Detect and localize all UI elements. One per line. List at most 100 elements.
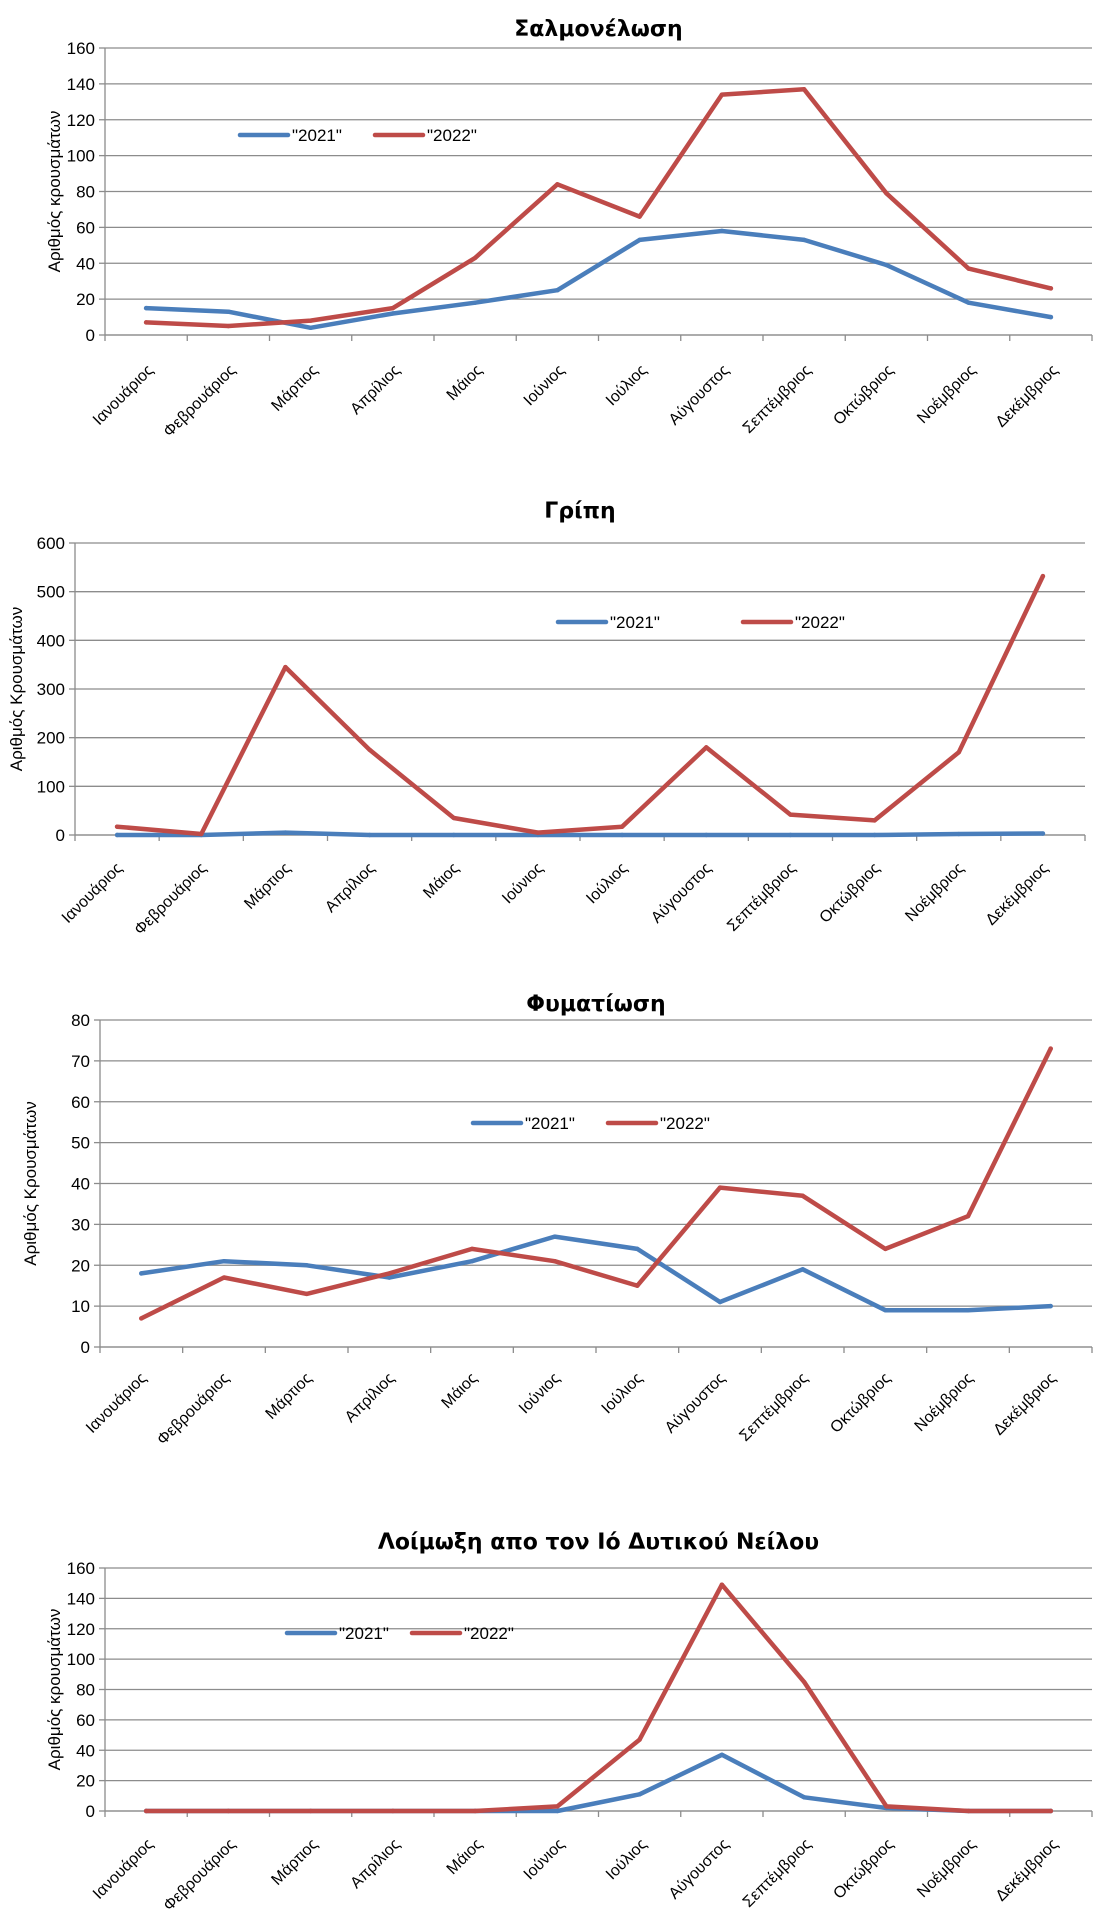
data-point — [367, 747, 372, 753]
y-tick-label: 40 — [76, 254, 95, 273]
data-point — [308, 1808, 313, 1814]
y-tick-label: 160 — [67, 39, 95, 58]
x-tick-label: Μάρτιος — [263, 1370, 316, 1423]
x-tick-label: Φεβρουάριος — [131, 860, 210, 939]
chart-4: Λοίμωξη απο τον Ιό Δυτικού Νείλου 0 20 40 60… — [45, 1530, 1093, 1915]
data-point — [965, 1214, 971, 1219]
x-tick-label: Ιανουάριος — [83, 1370, 150, 1437]
y-tick-label: 120 — [67, 111, 95, 130]
x-tick-label: Νοέμβριος — [912, 1370, 977, 1435]
y-tick-label: 20 — [76, 290, 95, 309]
y-axis-label: Αριθμός Κρουσμάτων — [7, 607, 26, 772]
data-point — [717, 1185, 723, 1190]
series-line-2022 — [143, 1582, 1054, 1814]
data-point — [966, 300, 971, 305]
x-tick-label: Ιούλιος — [599, 1370, 647, 1418]
data-point — [788, 832, 793, 838]
y-tick-label: 0 — [86, 326, 95, 345]
y-tick-label: 140 — [67, 75, 95, 94]
chart-1: Σαλμονέλωση 0 20 40 60 80 100 120 140 160 Αριθμός … — [45, 17, 1093, 441]
data-point — [719, 1752, 725, 1758]
y-tick-label: 20 — [71, 1256, 90, 1275]
y-tick-label: 300 — [37, 680, 65, 699]
data-point — [304, 1291, 309, 1297]
data-point — [719, 92, 725, 97]
y-tick-label: 30 — [71, 1215, 90, 1234]
series-line-2021 — [114, 830, 1046, 838]
y-tick-label: 80 — [76, 1681, 95, 1700]
x-tick-label: Οκτώβριος — [830, 362, 897, 429]
x-tick-label: Νοέμβριος — [914, 362, 979, 427]
x-tick-label: Ιούλιος — [583, 860, 631, 908]
x-tick-label: Απρίλιος — [347, 362, 403, 418]
data-point — [143, 305, 149, 311]
x-tick-label: Μάρτιος — [241, 860, 294, 913]
x-tick-label: Νοέμβριος — [902, 860, 967, 925]
y-tick-label: 160 — [67, 1559, 95, 1578]
x-tick-label: Απρίλιος — [347, 1836, 403, 1892]
data-point — [139, 1271, 144, 1276]
chart-2: Γρίπη 0 100 200 300 400 500 600 Αριθμός Κρουσμάτ… — [7, 499, 1086, 939]
data-point — [555, 182, 560, 187]
x-tick-label: Φεβρουάριος — [154, 1370, 233, 1449]
data-point — [801, 1679, 807, 1685]
data-point — [637, 237, 642, 243]
data-point — [390, 305, 396, 311]
y-tick-label: 200 — [37, 729, 65, 748]
y-tick-label: 70 — [71, 1052, 90, 1071]
data-point — [552, 1258, 557, 1264]
data-point — [143, 1808, 149, 1814]
x-tick-label: Ιούνιος — [499, 860, 547, 908]
x-tick-label: Ιούλιος — [603, 362, 651, 410]
data-point — [717, 1299, 723, 1305]
data-point — [472, 255, 478, 261]
legend-label: "2022" — [660, 1114, 710, 1133]
y-tick-label: 120 — [67, 1620, 95, 1639]
data-point — [800, 1193, 805, 1198]
x-tick-label: Δεκέμβριος — [993, 1836, 1062, 1905]
x-tick-label: Μάιος — [420, 860, 462, 902]
chart-3: Φυματίωση 0 10 20 30 40 50 60 70 80 Αριθμός Κρουσμ… — [21, 992, 1093, 1449]
data-point — [883, 1246, 888, 1252]
x-tick-label: Ιούνιος — [521, 362, 569, 410]
data-point — [788, 812, 793, 817]
x-tick-label: Ιανουάριος — [59, 860, 126, 927]
x-tick-label: Σεπτέμβριος — [740, 1836, 815, 1911]
x-tick-label: Οκτώβριος — [830, 1836, 897, 1903]
data-point — [226, 1808, 231, 1814]
data-point — [469, 1258, 475, 1264]
y-tick-label: 40 — [71, 1175, 90, 1194]
data-point — [1048, 1808, 1054, 1814]
data-point — [114, 832, 120, 838]
x-tick-label: Μάιος — [439, 1370, 481, 1412]
legend-label: "2022" — [795, 613, 845, 632]
data-point — [1040, 831, 1046, 836]
data-point — [637, 1737, 642, 1742]
x-tick-label: Μάιος — [444, 362, 486, 404]
data-point — [801, 1795, 807, 1800]
y-tick-label: 100 — [67, 1650, 95, 1669]
x-tick-label: Ιούνιος — [521, 1836, 569, 1884]
y-tick-label: 600 — [37, 534, 65, 553]
data-point — [635, 1283, 640, 1288]
data-point — [956, 750, 961, 755]
series-line-2021 — [139, 1234, 1053, 1313]
legend-label: "2021" — [292, 126, 342, 145]
legend-label: "2022" — [464, 1624, 514, 1643]
data-point — [143, 320, 149, 325]
x-tick-label: Φεβρουάριος — [160, 362, 239, 441]
data-point — [221, 1275, 227, 1280]
data-point — [1048, 1303, 1053, 1309]
y-tick-label: 100 — [67, 147, 95, 166]
x-tick-label: Μάιος — [444, 1836, 486, 1878]
data-point — [451, 832, 456, 838]
data-point — [472, 1808, 478, 1814]
data-point — [704, 745, 709, 750]
chart-title: Γρίπη — [544, 499, 615, 524]
x-tick-label: Μάρτιος — [268, 362, 321, 415]
data-point — [226, 323, 231, 329]
data-point — [884, 1804, 889, 1809]
y-tick-label: 10 — [71, 1297, 90, 1316]
